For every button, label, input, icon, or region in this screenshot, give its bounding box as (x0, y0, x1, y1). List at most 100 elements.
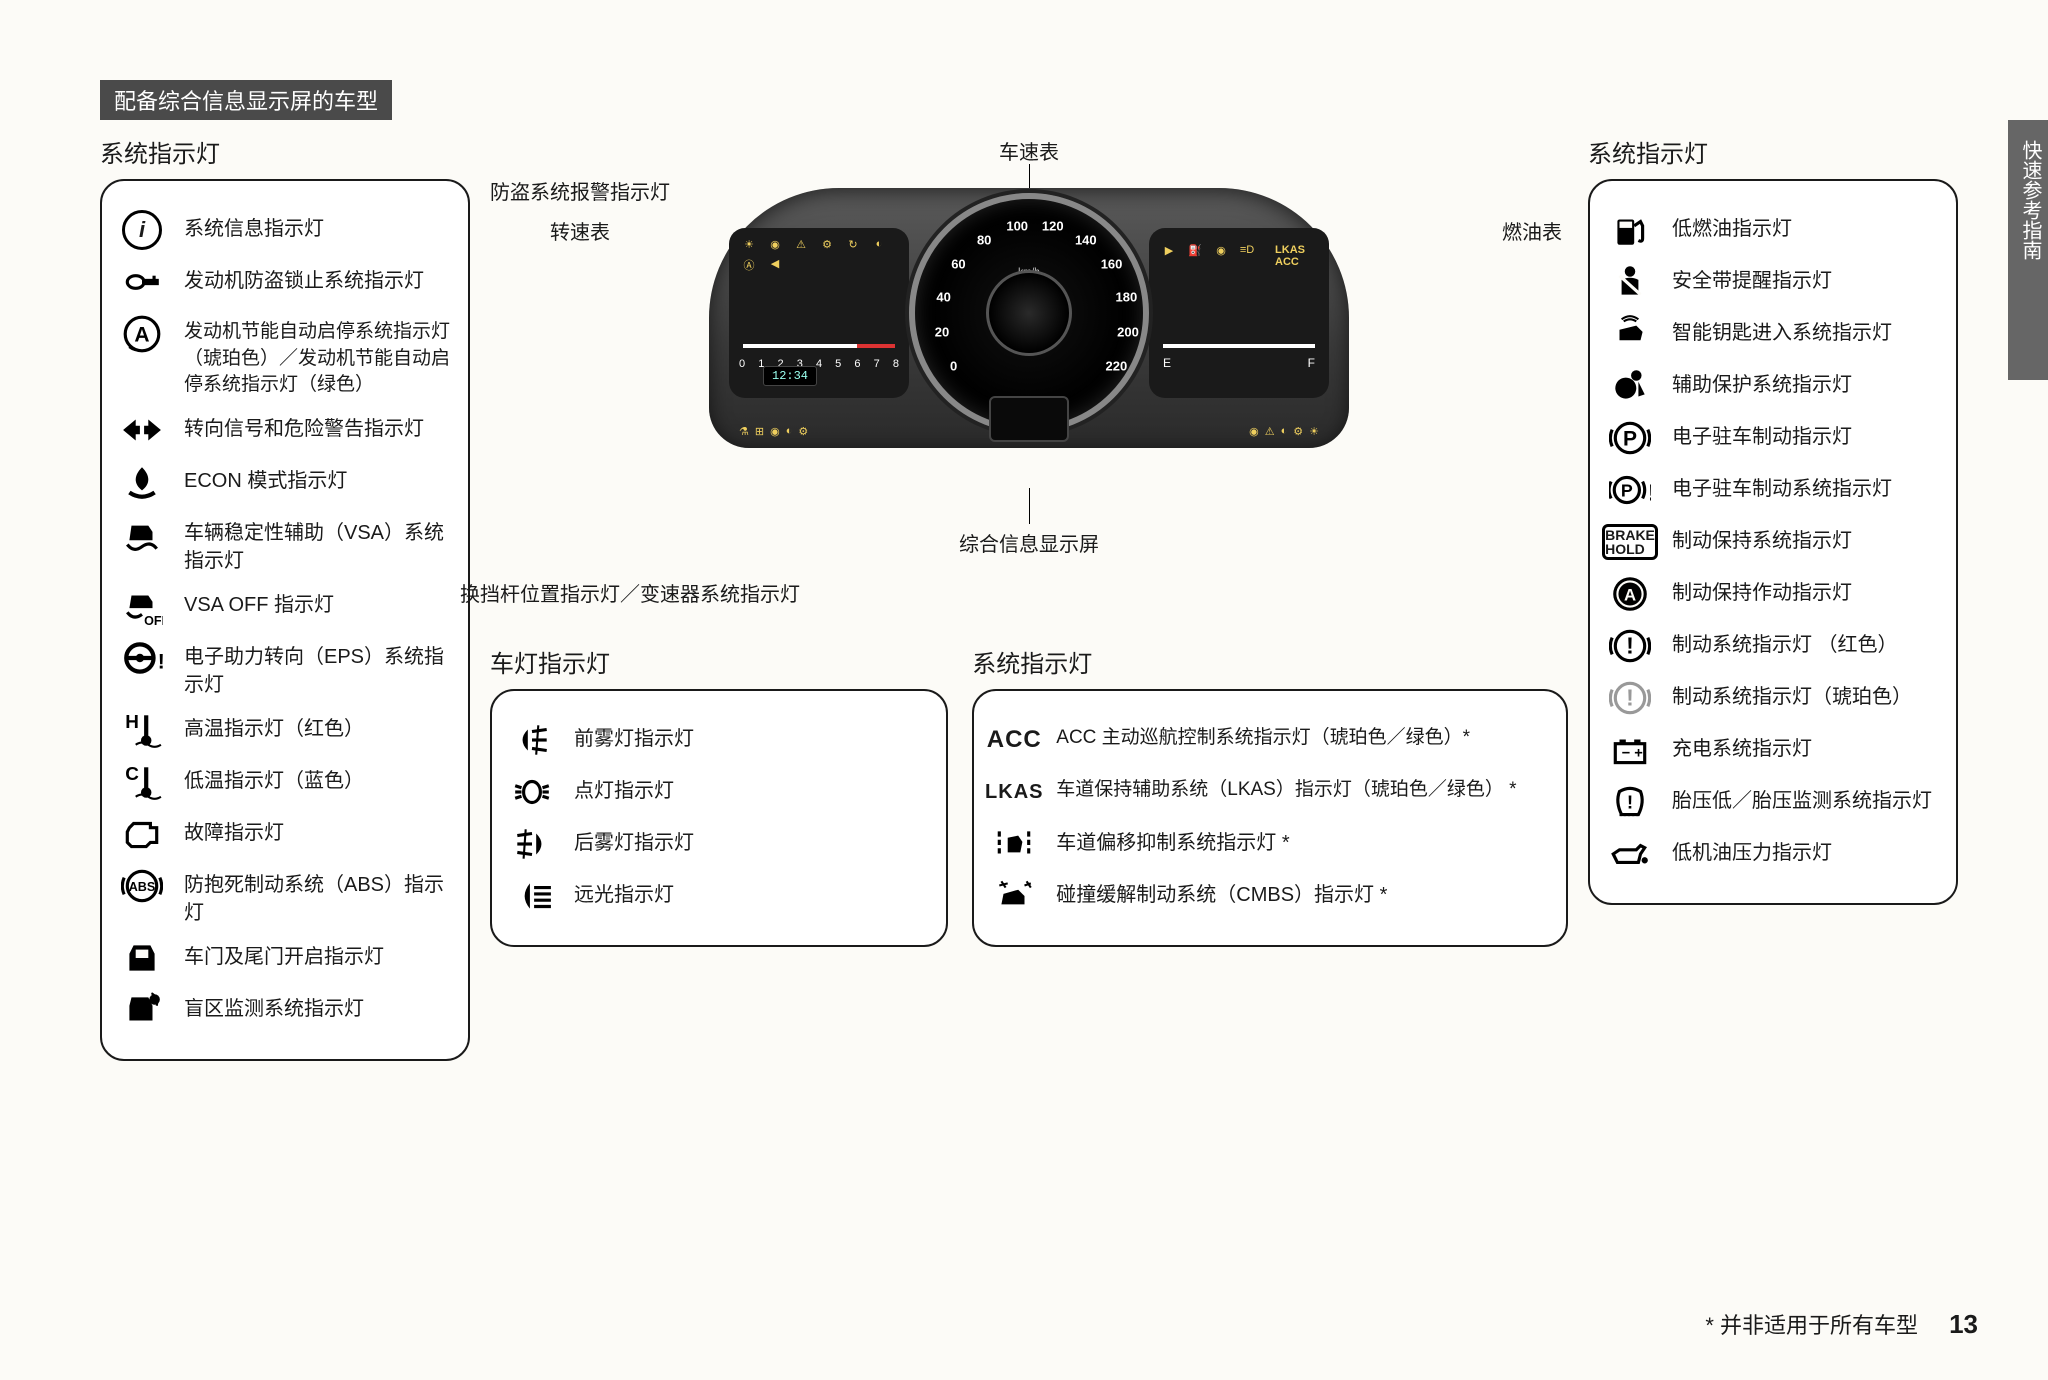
speed-value: 60 (943, 257, 973, 272)
left-ind-label: 高温指示灯（红色） (184, 709, 364, 743)
left-ind-label: 车门及尾门开启指示灯 (184, 937, 384, 971)
p-circle-ex-icon: P! (1606, 469, 1654, 511)
left-ind-row: i系统信息指示灯 (118, 209, 452, 251)
speed-value: 120 (1038, 219, 1068, 234)
left-ind-row: A发动机节能自动启停系统指示灯（琥珀色）／发动机节能自动启停系统指示灯（绿色） (118, 313, 452, 399)
fuel-f: F (1308, 356, 1315, 370)
right-ind-label: 安全带提醒指示灯 (1672, 261, 1832, 295)
callout-info-display: 综合信息显示屏 (959, 528, 1099, 557)
svg-text:A: A (134, 323, 149, 346)
info-display-screen (989, 396, 1069, 442)
left-ind-row: 车辆稳定性辅助（VSA）系统指示灯 (118, 513, 452, 575)
page: 配备综合信息显示屏的车型 系统指示灯 i系统信息指示灯发动机防盗锁止系统指示灯A… (0, 0, 2048, 1380)
col-center: 车速表 防盗系统报警指示灯 转速表 燃油表 ☀◉⚠⚙↻ ◐Ⓐ◀ 01234567… (490, 128, 1568, 965)
econ-icon (118, 461, 166, 503)
left-ind-row: !电子助力转向（EPS）系统指示灯 (118, 637, 452, 699)
left-ind-label: 低温指示灯（蓝色） (184, 761, 364, 795)
svg-text:+: + (1634, 745, 1643, 761)
right-ind-label: 辅助保护系统指示灯 (1672, 365, 1852, 399)
right-sub-panel: LKASACC ▶⛽◉≡D E F (1149, 228, 1329, 398)
right-ind-row: 辅助保护系统指示灯 (1606, 365, 1940, 407)
left-indicator-panel: i系统信息指示灯发动机防盗锁止系统指示灯 A发动机节能自动启停系统指示灯（琥珀色）… (100, 179, 470, 1061)
left-ind-label: VSA OFF 指示灯 (184, 585, 334, 619)
high-beam-icon (508, 875, 556, 917)
right-ind-label: 电子驻车制动系统指示灯 (1672, 469, 1892, 503)
right-ind-row: P电子驻车制动指示灯 (1606, 417, 1940, 459)
svg-text:!: ! (1626, 632, 1634, 658)
fog-front-icon (508, 719, 556, 761)
speed-value: 20 (927, 325, 957, 340)
left-ind-row: 发动机防盗锁止系统指示灯 (118, 261, 452, 303)
left-ind-row: ABS防抱死制动系统（ABS）指示灯 (118, 865, 452, 927)
svg-text:P: P (1623, 427, 1637, 450)
speed-value: 180 (1111, 289, 1141, 304)
arrows-icon (118, 409, 166, 451)
lights-ind-label: 远光指示灯 (574, 875, 674, 909)
tach-scale (743, 344, 895, 348)
right-ind-row: !胎压低／胎压监测系统指示灯 (1606, 781, 1940, 823)
system-ind-label: 车道保持辅助系统（LKAS）指示灯（琥珀色／绿色） * (1056, 771, 1516, 804)
right-ind-row: 安全带提醒指示灯 (1606, 261, 1940, 303)
a-dark-icon: A (1606, 573, 1654, 615)
svg-text:!: ! (158, 650, 163, 673)
right-indicator-panel: 低燃油指示灯安全带提醒指示灯智能钥匙进入系统指示灯辅助保护系统指示灯P电子驻车制… (1588, 179, 1958, 905)
left-ind-label: 转向信号和危险警告指示灯 (184, 409, 424, 443)
blind-icon (118, 989, 166, 1031)
callout-line-b (1029, 488, 1030, 524)
right-ind-label: 制动保持作动指示灯 (1672, 573, 1852, 607)
svg-text:OFF: OFF (144, 614, 163, 627)
engine-icon (118, 813, 166, 855)
right-ind-label: 低燃油指示灯 (1672, 209, 1792, 243)
left-sub-panel: ☀◉⚠⚙↻ ◐Ⓐ◀ 012345678 12:34 (729, 228, 909, 398)
header-bar: 配备综合信息显示屏的车型 (100, 80, 392, 120)
left-ind-label: 发动机防盗锁止系统指示灯 (184, 261, 424, 295)
right-ind-row: P! 电子驻车制动系统指示灯 (1606, 469, 1940, 511)
brake-ex-grey-icon: ! (1606, 677, 1654, 719)
footnote: * 并非适用于所有车型 (1705, 1308, 1918, 1340)
left-ind-row: ECON 模式指示灯 (118, 461, 452, 503)
svg-text:H: H (125, 712, 139, 733)
lights-title: 车灯指示灯 (490, 644, 948, 679)
system-ind-row: 碰撞缓解制动系统（CMBS）指示灯 * (990, 875, 1550, 917)
cmbs-icon (990, 875, 1038, 917)
left-ind-label: 防抱死制动系统（ABS）指示灯 (184, 865, 452, 927)
fuel-e: E (1163, 356, 1171, 370)
left-ind-label: 盲区监测系统指示灯 (184, 989, 364, 1023)
smartkey-icon (1606, 313, 1654, 355)
right-ind-label: 充电系统指示灯 (1672, 729, 1812, 763)
lights-ind-label: 前雾灯指示灯 (574, 719, 694, 753)
right-ind-row: 低燃油指示灯 (1606, 209, 1940, 251)
right-ind-label: 制动系统指示灯（琥珀色） (1672, 677, 1912, 711)
fuel-icon (1606, 209, 1654, 251)
speedo-hub (986, 270, 1072, 356)
right-ind-row: BRAKEHOLD制动保持系统指示灯 (1606, 521, 1940, 563)
battery-icon: −+ (1606, 729, 1654, 771)
vsa-off-icon: OFF (118, 585, 166, 627)
callout-gear: 换挡杆位置指示灯／变速器系统指示灯 (460, 578, 800, 607)
svg-text:C: C (125, 764, 139, 785)
brake-hold-icon: BRAKEHOLD (1606, 521, 1654, 563)
speed-value: 140 (1071, 232, 1101, 247)
a-circle-icon: A (118, 313, 166, 355)
bottom-icons-left: ⚗⊞◉◐⚙ (739, 425, 808, 438)
left-ind-label: ECON 模式指示灯 (184, 461, 347, 495)
left-ind-row: OFF VSA OFF 指示灯 (118, 585, 452, 627)
lights-ind-row: 前雾灯指示灯 (508, 719, 930, 761)
left-ind-row: 盲区监测系统指示灯 (118, 989, 452, 1031)
lights-ind-row: 远光指示灯 (508, 875, 930, 917)
p-circle-icon: P (1606, 417, 1654, 459)
left-ind-row: C 低温指示灯（蓝色） (118, 761, 452, 803)
right-ind-row: 低机油压力指示灯 (1606, 833, 1940, 875)
airbag-icon (1606, 365, 1654, 407)
lights-ind-row: 点灯指示灯 (508, 771, 930, 813)
oil-icon (1606, 833, 1654, 875)
callout-security: 防盗系统报警指示灯 (490, 176, 670, 205)
system-ind-label: 车道偏移抑制系统指示灯 * (1056, 823, 1289, 857)
acc-text-icon: ACC (990, 719, 1038, 761)
speed-value: 0 (939, 358, 969, 373)
cluster-body: ☀◉⚠⚙↻ ◐Ⓐ◀ 012345678 12:34 LKASACC ▶⛽◉≡D (709, 188, 1349, 448)
system-ind-row: LKAS车道保持辅助系统（LKAS）指示灯（琥珀色／绿色） * (990, 771, 1550, 813)
seatbelt-icon (1606, 261, 1654, 303)
system-ind-label: 碰撞缓解制动系统（CMBS）指示灯 * (1056, 875, 1387, 909)
left-ind-row: 转向信号和危险警告指示灯 (118, 409, 452, 451)
